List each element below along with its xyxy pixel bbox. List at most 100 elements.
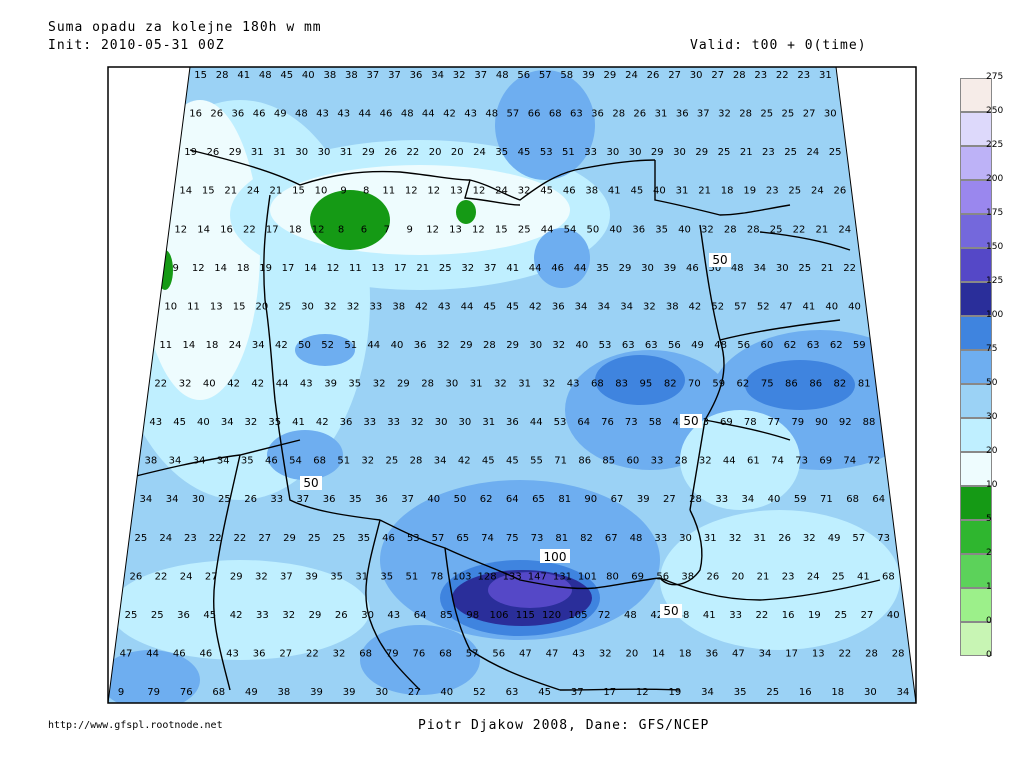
grid-value: 69	[631, 571, 644, 582]
grid-value: 46	[253, 109, 266, 120]
grid-value: 68	[846, 494, 859, 505]
grid-value: 46	[382, 533, 395, 544]
grid-value: 47	[120, 648, 133, 659]
north-high-area	[495, 70, 595, 180]
grid-value: 44	[358, 109, 371, 120]
grid-value: 25	[784, 147, 797, 158]
grid-value: 27	[668, 70, 681, 81]
grid-value: 40	[825, 301, 838, 312]
grid-value: 81	[858, 379, 871, 390]
grid-value: 49	[274, 109, 287, 120]
grid-value: 42	[275, 340, 288, 351]
grid-value: 51	[337, 456, 350, 467]
grid-value: 68	[439, 648, 452, 659]
grid-value: 73	[877, 533, 890, 544]
grid-value: 29	[229, 147, 242, 158]
grid-value: 32	[543, 379, 556, 390]
grid-value: 68	[359, 648, 372, 659]
legend-label: 5	[986, 514, 992, 524]
grid-value: 95	[640, 379, 653, 390]
grid-value: 34	[575, 301, 588, 312]
grid-value: 32	[373, 379, 386, 390]
grid-value: 40	[427, 494, 440, 505]
legend-label: 275	[986, 72, 1004, 82]
legend-swatch	[960, 588, 992, 622]
init-time: Init: 2010-05-31 00Z	[48, 38, 225, 53]
grid-value: 51	[406, 571, 419, 582]
grid-value: 15	[202, 186, 215, 197]
grid-value: 43	[438, 301, 451, 312]
grid-value: 25	[439, 263, 452, 274]
grid-value: 33	[651, 456, 664, 467]
grid-value: 115	[516, 610, 535, 621]
grid-value: 41	[803, 301, 816, 312]
grid-value: 31	[273, 147, 286, 158]
grid-value: 86	[785, 379, 798, 390]
grid-value: 42	[316, 417, 329, 428]
map-border	[107, 66, 917, 704]
grid-value: 65	[532, 494, 545, 505]
grid-value: 147	[528, 571, 547, 582]
legend-swatch	[960, 384, 992, 418]
grid-value: 32	[324, 301, 337, 312]
grid-value: 68	[549, 109, 562, 120]
grid-value: 38	[345, 70, 358, 81]
grid-value: 19	[184, 147, 197, 158]
grid-value: 42	[415, 301, 428, 312]
grid-value: 33	[715, 494, 728, 505]
legend-label: 225	[986, 140, 1004, 150]
grid-value: 14	[214, 263, 227, 274]
grid-value: 31	[753, 533, 766, 544]
grid-value: 28	[733, 70, 746, 81]
grid-value: 28	[612, 109, 625, 120]
grid-value: 46	[686, 263, 699, 274]
grid-value: 32	[599, 648, 612, 659]
legend-swatch	[960, 350, 992, 384]
grid-value: 18	[237, 263, 250, 274]
grid-value: 78	[431, 571, 444, 582]
grid-value: 32	[552, 340, 565, 351]
grid-value: 60	[761, 340, 774, 351]
grid-value: 42	[230, 610, 243, 621]
grid-value: 68	[882, 571, 895, 582]
legend-swatch	[960, 112, 992, 146]
grid-value: 17	[266, 224, 279, 235]
legend-swatch	[960, 316, 992, 350]
grid-value: 33	[584, 147, 597, 158]
grid-value: 16	[799, 687, 812, 698]
grid-value: 26	[335, 610, 348, 621]
grid-value: 85	[602, 456, 615, 467]
grid-value: 42	[650, 610, 663, 621]
grid-value: 28	[892, 648, 905, 659]
grid-value: 90	[584, 494, 597, 505]
grid-value: 26	[210, 109, 223, 120]
grid-value: 72	[868, 456, 881, 467]
legend-label: 2	[986, 548, 992, 558]
grid-value: 31	[251, 147, 264, 158]
grid-value: 42	[443, 109, 456, 120]
grid-value: 32	[245, 417, 258, 428]
grid-value: 24	[807, 147, 820, 158]
grid-value: 63	[506, 687, 519, 698]
grid-value: 19	[669, 687, 682, 698]
grid-value: 131	[553, 571, 572, 582]
grid-value: 41	[857, 571, 870, 582]
grid-value: 12	[426, 224, 439, 235]
grid-value: 37	[280, 571, 293, 582]
grid-value: 31	[355, 571, 368, 582]
grid-value: 25	[151, 610, 164, 621]
grid-value: 43	[300, 379, 313, 390]
grid-value: 32	[437, 340, 450, 351]
legend-swatch	[960, 248, 992, 282]
grid-value: 25	[829, 147, 842, 158]
grid-value: 32	[347, 301, 360, 312]
grid-value: 69	[720, 417, 733, 428]
grid-value: 30	[295, 147, 308, 158]
grid-value: 30	[435, 417, 448, 428]
grid-value: 32	[255, 571, 268, 582]
grid-value: 16	[782, 610, 795, 621]
grid-value: 82	[834, 379, 847, 390]
grid-value: 36	[410, 70, 423, 81]
grid-value: 8	[363, 186, 369, 197]
